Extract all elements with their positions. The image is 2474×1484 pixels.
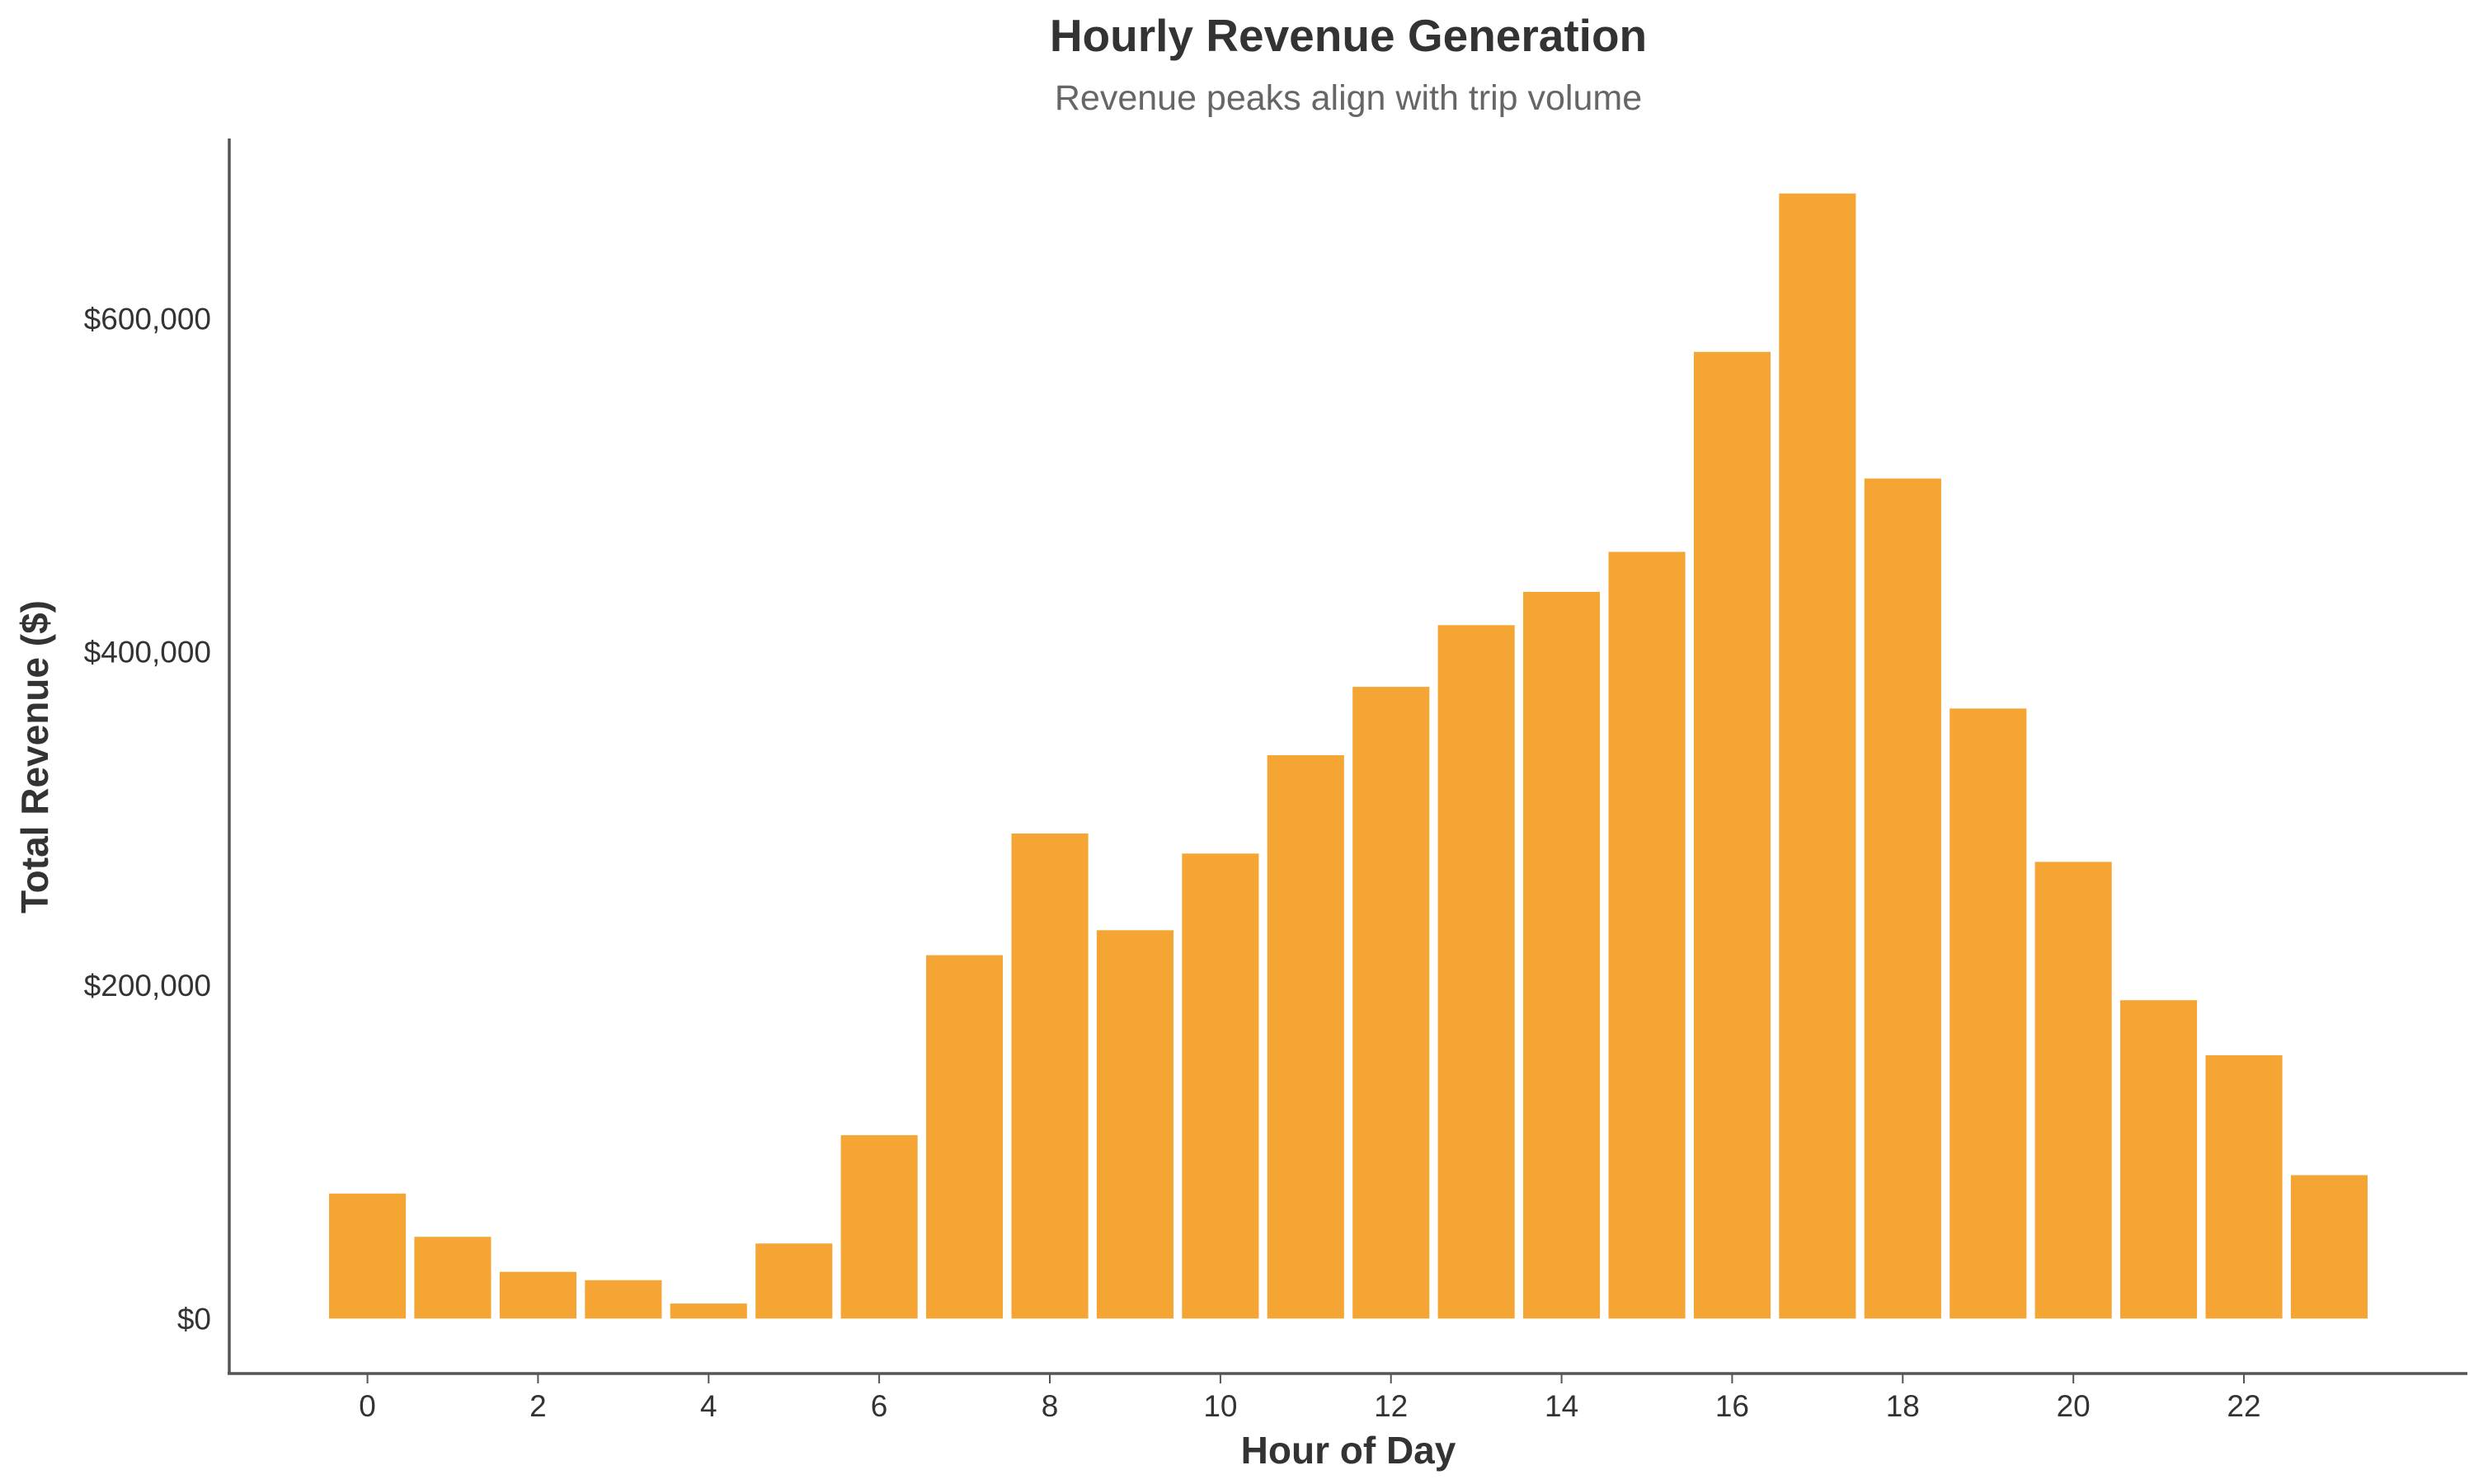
bar-hour-5 (755, 1243, 833, 1319)
bar-hour-23 (2290, 1175, 2368, 1319)
x-tick-label: 12 (1374, 1389, 1408, 1423)
y-tick-label: $600,000 (84, 302, 211, 336)
bar-hour-18 (1864, 478, 1941, 1319)
bar-hour-6 (840, 1134, 918, 1319)
x-tick-label: 4 (700, 1389, 717, 1423)
bar-hour-21 (2120, 1000, 2198, 1319)
bar-hour-11 (1267, 755, 1344, 1319)
x-tick-label: 16 (1715, 1389, 1749, 1423)
y-axis-ticks: $0 $200,000 $400,000 $600,000 (84, 302, 211, 1336)
x-tick-label: 10 (1203, 1389, 1237, 1423)
bar-hour-7 (926, 955, 1004, 1319)
chart-subtitle: Revenue peaks align with trip volume (1055, 78, 1642, 118)
x-axis-title: Hour of Day (1241, 1429, 1456, 1472)
x-tick-label: 0 (359, 1389, 376, 1423)
x-tick-label: 22 (2227, 1389, 2260, 1423)
bar-hour-3 (585, 1280, 662, 1319)
bar-hour-22 (2205, 1054, 2283, 1319)
x-tick-label: 8 (1042, 1389, 1059, 1423)
bar-hour-14 (1523, 591, 1601, 1319)
x-tick-label: 20 (2057, 1389, 2091, 1423)
bar-hour-12 (1352, 687, 1430, 1319)
bar-hour-8 (1011, 834, 1089, 1319)
x-tick-label: 14 (1545, 1389, 1578, 1423)
x-tick-label: 18 (1886, 1389, 1920, 1423)
bar-hour-10 (1182, 853, 1259, 1319)
bar-hour-9 (1096, 930, 1174, 1319)
bar-hour-13 (1437, 625, 1515, 1319)
bar-hour-1 (414, 1237, 492, 1319)
bar-hour-15 (1608, 552, 1686, 1319)
x-axis-ticks: 0 2 4 6 8 10 12 14 16 18 20 22 (359, 1374, 2261, 1423)
chart-title: Hourly Revenue Generation (1050, 10, 1647, 61)
y-tick-label: $0 (177, 1302, 211, 1336)
y-axis-title: Total Revenue ($) (13, 600, 56, 913)
bar-hour-19 (1950, 708, 2027, 1319)
bar-hour-16 (1693, 351, 1771, 1319)
bar-hour-0 (329, 1193, 407, 1319)
bar-hour-2 (499, 1271, 576, 1319)
y-tick-label: $200,000 (84, 969, 211, 1003)
bar-group (329, 193, 2368, 1319)
bar-hour-20 (2034, 862, 2112, 1319)
bar-hour-17 (1779, 193, 1856, 1319)
bar-hour-4 (670, 1303, 747, 1319)
y-tick-label: $400,000 (84, 636, 211, 669)
x-tick-label: 2 (529, 1389, 547, 1423)
x-tick-label: 6 (871, 1389, 888, 1423)
